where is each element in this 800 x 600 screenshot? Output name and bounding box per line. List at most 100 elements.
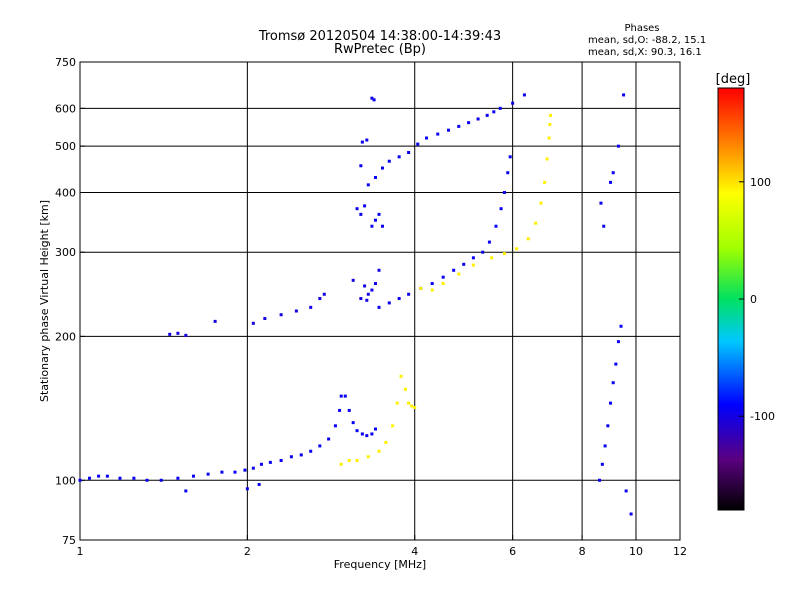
data-point (485, 113, 489, 117)
y-axis-label: Stationary phase Virtual Height [km] (38, 200, 51, 402)
data-point (492, 110, 496, 114)
colorbar-ticks: 100 0 -100 (739, 176, 775, 423)
y-tick-label: 75 (62, 534, 76, 547)
colorbar-label: [deg] (716, 72, 751, 87)
data-point (413, 405, 417, 409)
data-point (233, 470, 237, 474)
data-point (380, 166, 384, 170)
data-point (545, 157, 549, 161)
data-point (481, 250, 485, 254)
y-tick-label: 600 (55, 102, 76, 115)
data-point (452, 268, 456, 272)
data-point (614, 362, 618, 366)
y-tick-label: 500 (55, 140, 76, 153)
phases-heading: Phases (624, 23, 659, 34)
data-point (616, 144, 620, 148)
data-point (318, 444, 322, 448)
data-point (490, 256, 494, 260)
data-point (299, 453, 303, 457)
data-point (430, 282, 434, 286)
data-point (602, 224, 606, 228)
data-point (355, 458, 359, 462)
data-point (407, 401, 411, 405)
data-point (339, 462, 343, 466)
data-point (363, 204, 367, 208)
y-tick-label: 750 (55, 56, 76, 69)
data-point (511, 101, 515, 105)
data-point (132, 476, 136, 480)
data-point (338, 408, 342, 412)
phases-info: Phases mean, sd,O: -88.2, 15.1 mean, sd,… (588, 23, 706, 58)
data-point (499, 207, 503, 211)
data-point (347, 458, 351, 462)
data-point (502, 190, 506, 194)
data-point (522, 93, 526, 97)
data-point (78, 478, 82, 482)
data-point (370, 288, 374, 292)
data-point (399, 374, 403, 378)
data-point (251, 466, 255, 470)
data-point (377, 305, 381, 309)
gridlines (80, 62, 680, 540)
data-point (245, 487, 249, 491)
data-point (609, 401, 613, 405)
data-point (294, 309, 298, 313)
data-point (365, 298, 369, 302)
data-point (351, 421, 355, 425)
chart-subtitle: RwPretec (Bp) (334, 42, 426, 57)
data-point (425, 136, 429, 140)
data-point (416, 142, 420, 146)
data-point (355, 207, 359, 211)
data-point (494, 224, 498, 228)
data-point (476, 117, 480, 121)
data-point (366, 455, 370, 459)
data-point (373, 175, 377, 179)
x-tick-label: 10 (629, 545, 643, 558)
data-point (387, 301, 391, 305)
data-point (462, 262, 466, 266)
data-point (289, 455, 293, 459)
data-point (377, 449, 381, 453)
data-point (619, 324, 623, 328)
data-point (547, 136, 551, 140)
x-tick-label: 4 (411, 545, 418, 558)
y-tick-label: 400 (55, 186, 76, 199)
plot-frame (79, 61, 681, 541)
data-point (184, 489, 188, 493)
data-point (622, 93, 626, 97)
data-point (213, 319, 217, 323)
data-point (168, 332, 172, 336)
data-point (526, 237, 530, 241)
data-point (373, 218, 377, 222)
x-tick-label: 1 (77, 545, 84, 558)
y-tick-label: 300 (55, 246, 76, 259)
data-point (549, 113, 553, 117)
data-point (343, 394, 347, 398)
data-point (611, 381, 615, 385)
data-point (176, 331, 180, 335)
data-point (159, 478, 163, 482)
x-tick-label: 2 (244, 545, 251, 558)
data-point (322, 292, 326, 296)
data-point (309, 449, 313, 453)
data-point (327, 437, 331, 441)
data-point (606, 424, 610, 428)
data-point (363, 284, 367, 288)
data-point (268, 460, 272, 464)
data-point (471, 263, 475, 267)
data-point (446, 128, 450, 132)
data-point (263, 316, 267, 320)
data-point (598, 478, 602, 482)
colorbar-tick-label: -100 (750, 410, 775, 423)
data-point (498, 106, 502, 110)
data-point (372, 98, 376, 102)
data-point (457, 124, 461, 128)
data-point (487, 240, 491, 244)
data-point (206, 472, 210, 476)
data-point (407, 292, 411, 296)
data-point (243, 468, 247, 472)
data-point (351, 278, 355, 282)
colorbar-tick-label: 0 (750, 293, 757, 306)
